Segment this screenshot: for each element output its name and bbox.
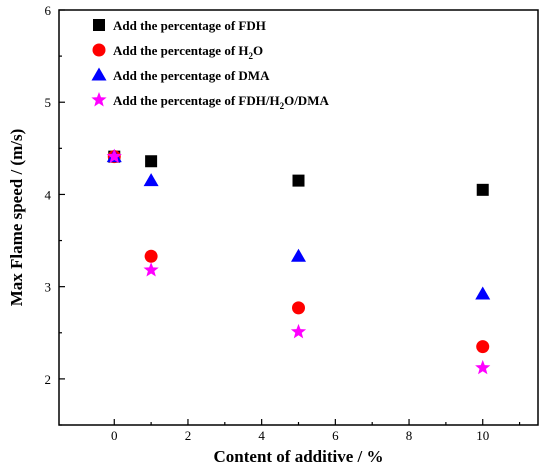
data-point-star <box>106 148 122 164</box>
data-point-circle <box>292 301 305 315</box>
data-point-square <box>292 174 305 187</box>
data-point-circle <box>144 249 158 263</box>
data-point-triangle <box>475 286 491 300</box>
x-tick-label: 8 <box>406 428 413 443</box>
legend-marker-triangle <box>91 67 107 81</box>
tick-labels: 0 2 4 6 8 10 2 3 4 5 6 <box>45 3 490 443</box>
x-tick-label: 6 <box>332 428 339 443</box>
legend: Add the percentage of FDH Add the percent… <box>91 18 329 111</box>
data-point-triangle <box>143 173 159 187</box>
x-tick-label: 10 <box>476 428 489 443</box>
legend-label: Add the percentage of FDH/H2O/DMA <box>113 93 329 111</box>
data-points <box>106 148 491 375</box>
data-point-square <box>476 183 489 196</box>
legend-label: Add the percentage of H2O <box>113 43 263 61</box>
x-tick-label: 4 <box>258 428 265 443</box>
y-tick-label: 4 <box>45 187 52 202</box>
data-point-triangle <box>291 248 306 262</box>
plot-frame <box>58 9 539 426</box>
data-point-square <box>145 155 158 168</box>
legend-marker-circle <box>92 43 106 57</box>
series-triangle <box>106 149 491 300</box>
series-square <box>108 150 489 196</box>
data-point-star <box>475 359 491 375</box>
y-tick-label: 2 <box>45 372 52 387</box>
series-star <box>106 148 491 375</box>
y-axis-label: Max Flame speed / (m/s) <box>7 129 26 307</box>
legend-label: Add the percentage of FDH <box>113 18 266 33</box>
data-point-circle <box>476 340 490 354</box>
y-tick-label: 5 <box>45 95 52 110</box>
legend-marker-square <box>93 19 105 31</box>
data-point-star <box>143 262 159 277</box>
x-tick-label: 0 <box>111 428 118 443</box>
legend-item: Add the percentage of FDH <box>93 18 266 33</box>
legend-item: Add the percentage of H2O <box>92 43 263 61</box>
x-tick-label: 2 <box>185 428 192 443</box>
x-axis-label: Content of additive / % <box>214 447 384 466</box>
legend-item: Add the percentage of FDH/H2O/DMA <box>91 92 329 111</box>
y-tick-label: 6 <box>45 3 52 18</box>
data-point-star <box>290 323 307 339</box>
legend-marker-star <box>91 92 107 107</box>
legend-label: Add the percentage of DMA <box>113 68 270 83</box>
legend-item: Add the percentage of DMA <box>91 67 270 83</box>
y-tick-label: 3 <box>45 280 52 295</box>
